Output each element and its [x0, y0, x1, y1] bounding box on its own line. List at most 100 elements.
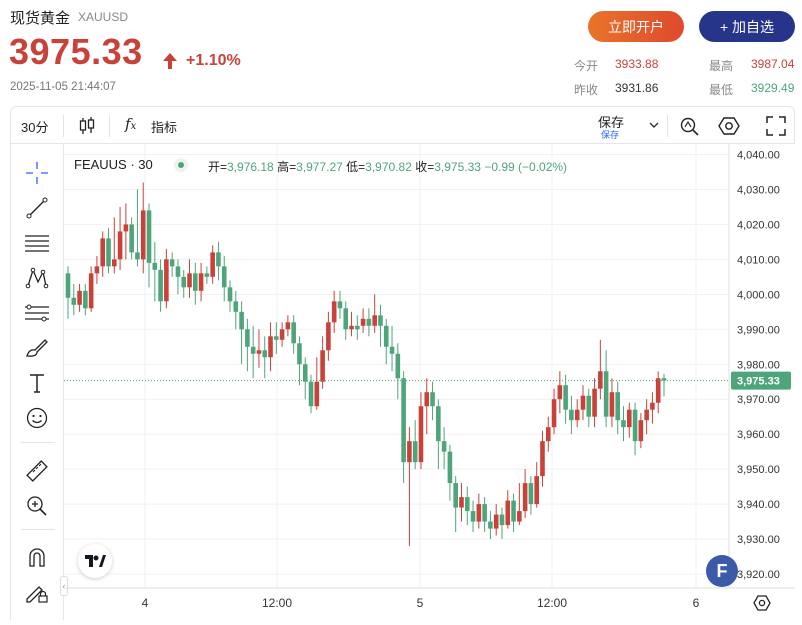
candle [476, 493, 482, 529]
candle [314, 357, 320, 410]
candle [395, 343, 401, 400]
candle [337, 290, 343, 319]
candle [233, 290, 239, 330]
status-dot-icon [174, 158, 188, 172]
candle [216, 241, 221, 281]
candle [193, 262, 198, 305]
candle [250, 325, 256, 379]
candle [598, 339, 603, 400]
low-value: 3929.49 [751, 81, 795, 95]
y-tick-label: 4,040.00 [737, 149, 780, 161]
function-icon[interactable]: fx [125, 115, 137, 133]
candle [349, 311, 354, 337]
candle [551, 388, 557, 435]
candle [146, 203, 152, 288]
fib-lines-icon[interactable] [24, 230, 50, 256]
candle [586, 388, 592, 428]
candle-type-icon[interactable] [79, 116, 95, 136]
ruler-icon[interactable] [24, 458, 50, 484]
drawing-toolbar [10, 144, 64, 620]
y-tick-label: 4,020.00 [737, 219, 780, 231]
candle [169, 252, 175, 277]
legend-ohlc: 开=3,976.18 高=3,977.27 低=3,970.82 收=3,975… [208, 160, 568, 174]
candle [77, 283, 82, 312]
candle [129, 217, 134, 260]
settings-icon[interactable] [718, 115, 740, 137]
timestamp: 2025-11-05 21:44:07 [10, 81, 116, 93]
candle [152, 241, 158, 302]
candle [291, 315, 296, 354]
candle [106, 227, 111, 274]
zoom-in-icon[interactable] [24, 493, 50, 519]
x-tick-label: 12:00 [537, 596, 567, 610]
candle [615, 381, 621, 435]
fullscreen-icon[interactable] [765, 115, 787, 137]
candle [459, 483, 464, 522]
candle [545, 416, 551, 452]
candle [285, 315, 291, 337]
y-tick-label: 3,940.00 [737, 499, 780, 511]
legend-symbol: FEAUUS · 30 [74, 157, 153, 172]
magnet-icon[interactable] [24, 544, 50, 570]
quick-search-icon[interactable] [679, 115, 701, 137]
save-button[interactable]: 保存 [598, 115, 625, 130]
axis-settings-icon[interactable] [753, 594, 771, 612]
candle [262, 336, 268, 379]
indicators-button[interactable]: 指标 [151, 120, 178, 135]
trendline-icon[interactable] [24, 195, 50, 221]
candle [638, 413, 644, 449]
candle [505, 490, 511, 529]
collapse-toolbar-icon[interactable]: ‹ [60, 576, 68, 596]
candle [355, 315, 360, 340]
crosshair-icon[interactable] [24, 160, 50, 186]
candle [83, 283, 88, 316]
y-tick-label: 3,930.00 [737, 534, 780, 546]
y-tick-label: 4,000.00 [737, 289, 780, 301]
candle [488, 511, 493, 540]
chart-area[interactable]: 4,040.00 4,030.00 4,020.00 4,010.00 4,000.00… [64, 144, 795, 620]
candle [123, 203, 129, 260]
open-account-button[interactable]: 立即开户 [588, 11, 684, 42]
candle [412, 420, 418, 470]
prevclose-label: 昨收 [574, 83, 599, 97]
y-tick-label: 3,960.00 [737, 429, 780, 441]
y-tick-label: 3,950.00 [737, 464, 780, 476]
instrument-code: XAUUSD [78, 10, 129, 24]
high-value: 3987.04 [751, 57, 795, 71]
candle [574, 399, 580, 428]
candle [227, 280, 233, 312]
high-label: 最高 [709, 59, 734, 73]
lock-pencil-icon[interactable] [24, 580, 50, 606]
candle [401, 371, 406, 484]
brand-badge-icon: F [706, 555, 738, 587]
candle [436, 399, 441, 470]
candle [111, 217, 117, 274]
candle [464, 486, 470, 526]
candle [655, 371, 661, 414]
candle [245, 318, 250, 372]
y-tick-label: 3,980.00 [737, 359, 780, 371]
candlestick-chart[interactable]: 4,040.00 4,030.00 4,020.00 4,010.00 4,000.00… [64, 144, 795, 620]
candle [453, 476, 458, 533]
pattern-icon[interactable] [24, 265, 50, 291]
candle [592, 378, 597, 428]
save-sublabel: 保存 [601, 130, 620, 140]
text-icon[interactable] [24, 370, 50, 396]
add-watchlist-button[interactable]: + 加自选 [699, 11, 795, 42]
emoji-icon[interactable] [24, 405, 50, 431]
candle [534, 462, 539, 508]
measure-lines-icon[interactable] [24, 300, 50, 326]
candle [164, 248, 169, 309]
candle [389, 325, 395, 372]
candle [360, 308, 366, 333]
interval-select[interactable]: 30分 [21, 120, 49, 135]
brush-icon[interactable] [24, 335, 50, 361]
candle [239, 301, 244, 365]
candle [441, 427, 447, 470]
chevron-down-icon[interactable] [648, 120, 660, 130]
candle [100, 231, 106, 277]
candle [424, 378, 430, 435]
prevclose-value: 3931.86 [615, 81, 659, 95]
candle [407, 427, 412, 547]
candle [158, 259, 163, 312]
